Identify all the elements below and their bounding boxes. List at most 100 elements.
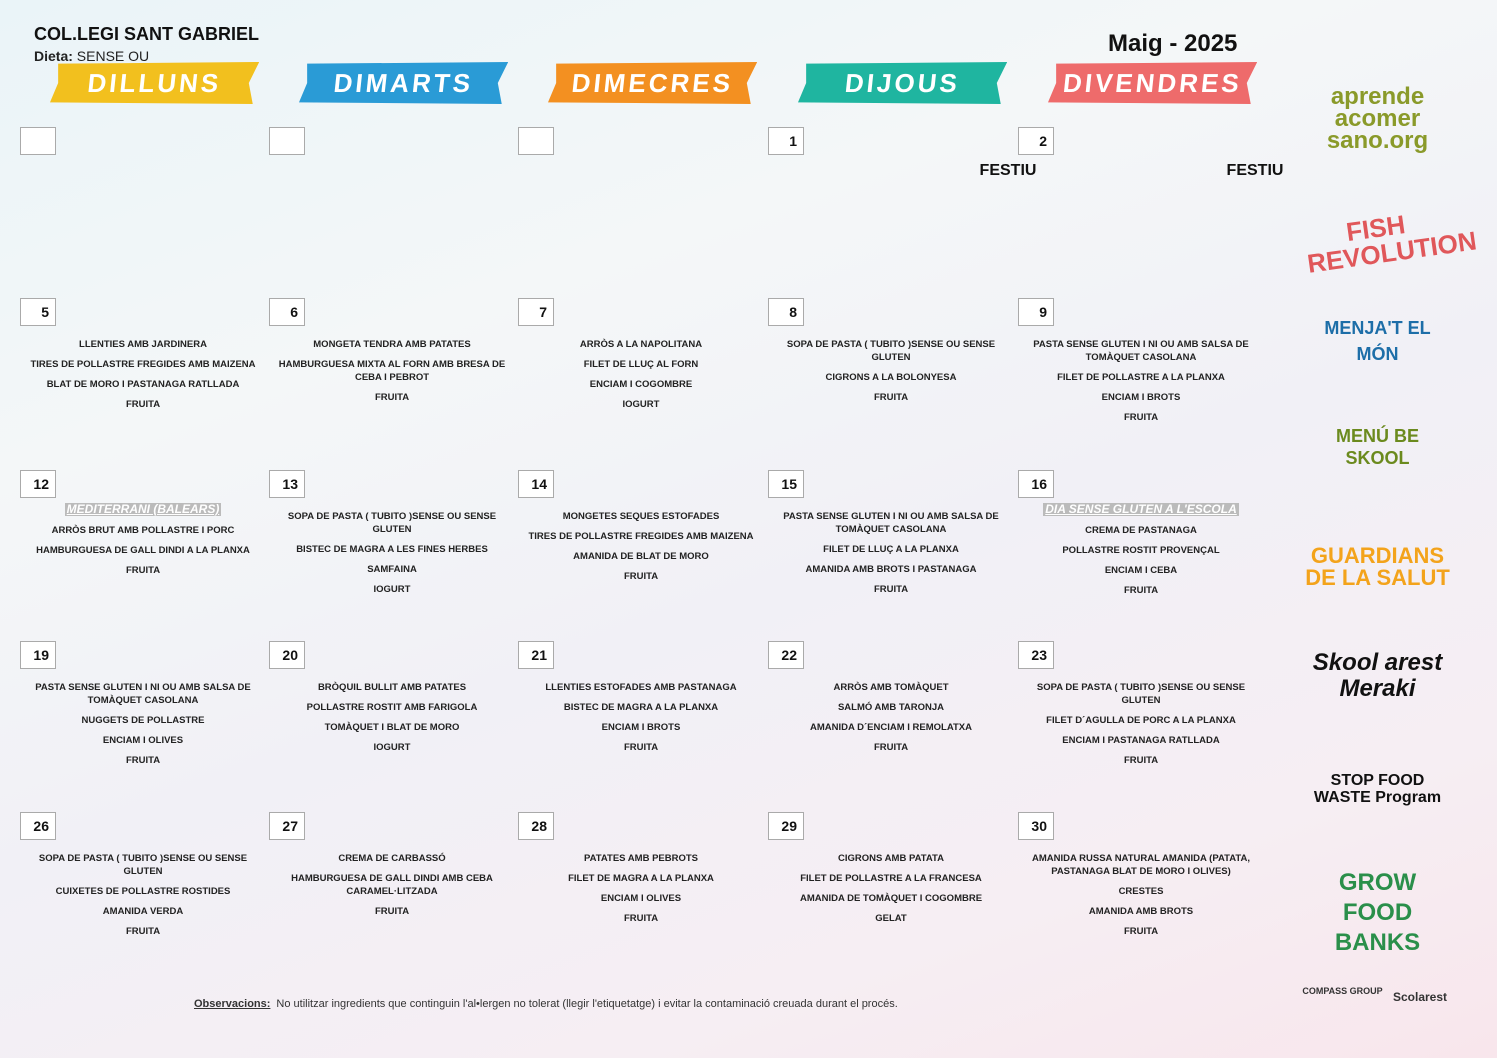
menu-item: AMANIDA D´ENCIAM I REMOLATXA (809, 722, 972, 733)
day-number: 15 (768, 470, 804, 498)
menu-item: SOPA DE PASTA ( TUBITO )SENSE OU SENSE G… (38, 853, 248, 877)
menu-item: MONGETES SEQUES ESTOFADES (562, 511, 720, 522)
empty-day-box (20, 127, 56, 155)
menu-item: FRUITA (623, 742, 659, 753)
menu-item: CREMA DE CARBASSÓ (338, 853, 446, 864)
menu-items: CREMA DE CARBASSÓ HAMBURGUESA DE GALL DIN… (274, 852, 510, 925)
observations-label: Observacions: (194, 998, 271, 1010)
menu-item: SOPA DE PASTA ( TUBITO )SENSE OU SENSE G… (287, 511, 497, 535)
menu-item: CRESTES (1118, 886, 1164, 897)
day-banner: DILLUNS (50, 62, 259, 104)
day-number: 21 (518, 641, 554, 669)
diet-line: Dieta: SENSE OU (34, 48, 149, 64)
menu-item: PASTA SENSE GLUTEN I NI OU AMB SALSA DE … (35, 682, 251, 706)
menu-item: IOGURT (373, 584, 411, 595)
menu-item: FRUITA (374, 392, 410, 403)
day-note: DIA SENSE GLUTEN A L'ESCOLA (1043, 502, 1239, 516)
holiday: FESTIU (979, 162, 1037, 179)
logo: COMPASS GROUP (1302, 986, 1383, 996)
holiday: FESTIU (1226, 162, 1284, 179)
menu-item: FRUITA (1123, 412, 1159, 423)
day-banner: DIJOUS (798, 62, 1007, 104)
menu-item: NUGGETS DE POLLASTRE (81, 715, 205, 726)
menu-item: PASTA SENSE GLUTEN I NI OU AMB SALSA DE … (783, 511, 999, 535)
day-note: MEDITERRANI (BALEARS) (64, 502, 222, 516)
menu-items: LLENTIES AMB JARDINERA TIRES DE POLLASTRE… (25, 338, 261, 418)
menu-item: BLAT DE MORO I PASTANAGA RATLLADA (46, 379, 240, 390)
day-number: 29 (768, 812, 804, 840)
menu-item: CIGRONS AMB PATATA (838, 853, 944, 864)
logo: GUARDIANS DE LA SALUT (1305, 543, 1450, 590)
menu-item: GELAT (875, 913, 907, 924)
menu-items: PASTA SENSE GLUTEN I NI OU AMB SALSA DE … (773, 510, 1009, 603)
school-name: COL.LEGI SANT GABRIEL (34, 24, 259, 44)
empty-day-box (518, 127, 554, 155)
menu-item: SOPA DE PASTA ( TUBITO )SENSE OU SENSE G… (786, 339, 996, 363)
menu-item: SAMFAINA (367, 564, 417, 575)
day-number: 27 (269, 812, 305, 840)
menu-items: BRÒQUIL BULLIT AMB PATATES POLLASTRE ROST… (274, 681, 510, 761)
menu-items: ARRÒS AMB TOMÀQUET SALMÓ AMB TARONJA AMANI… (773, 681, 1009, 761)
menu-item: FILET DE POLLASTRE A LA FRANCESA (800, 873, 982, 884)
menu-item: ENCIAM I OLIVES (600, 893, 682, 904)
menu-item: FRUITA (1123, 755, 1159, 766)
menu-item: FRUITA (1123, 585, 1159, 596)
day-number: 12 (20, 470, 56, 498)
menu-item: ARRÒS AMB TOMÀQUET (833, 682, 949, 693)
menu-items: PASTA SENSE GLUTEN I NI OU AMB SALSA DE … (25, 681, 261, 774)
menu-item: HAMBURGUESA MIXTA AL FORN AMB BRESA DE C… (278, 359, 506, 383)
menu-item: HAMBURGUESA DE GALL DINDI A LA PLANXA (36, 545, 250, 556)
menu-items: MONGETES SEQUES ESTOFADES TIRES DE POLLAS… (523, 510, 759, 590)
menu-item: HAMBURGUESA DE GALL DINDI AMB CEBA CARAM… (291, 873, 493, 897)
logo: Scolarest (1392, 990, 1448, 1004)
menu-items: MONGETA TENDRA AMB PATATES HAMBURGUESA MI… (274, 338, 510, 411)
menu-item: CREMA DE PASTANAGA (1085, 525, 1197, 536)
menu-item: POLLASTRE ROSTIT AMB FARIGOLA (306, 702, 478, 713)
day-number: 22 (768, 641, 804, 669)
day-number: 19 (20, 641, 56, 669)
day-number: 1 (768, 127, 804, 155)
menu-item: ARRÒS BRUT AMB POLLASTRE I PORC (51, 525, 235, 536)
logo: STOP FOOD WASTE Program (1313, 772, 1442, 806)
logo: GROW FOOD BANKS (1334, 869, 1421, 956)
menu-items: SOPA DE PASTA ( TUBITO )SENSE OU SENSE G… (1023, 681, 1259, 774)
menu-items: AMANIDA RUSSA NATURAL AMANIDA (PATATA, P… (1023, 852, 1259, 945)
menu-item: TIRES DE POLLASTRE FREGIDES AMB MAIZENA (30, 359, 256, 370)
day-number: 20 (269, 641, 305, 669)
logo: MENJA'T EL MÓN (1324, 318, 1431, 364)
day-number: 28 (518, 812, 554, 840)
day-banner: DIMECRES (548, 62, 757, 104)
menu-item: SOPA DE PASTA ( TUBITO )SENSE OU SENSE G… (1036, 682, 1246, 706)
note-row: DIA SENSE GLUTEN A L'ESCOLA (1023, 503, 1259, 517)
diet-label: Dieta: (34, 48, 73, 64)
logo: FISH REVOLUTION (1305, 209, 1479, 279)
month: Maig - 2025 (1108, 30, 1238, 57)
menu-item: MONGETA TENDRA AMB PATATES (313, 339, 471, 350)
logo: Skool arest Meraki (1312, 649, 1443, 702)
menu-item: BISTEC DE MAGRA A LES FINES HERBES (296, 544, 488, 555)
menu-items: MEDITERRANI (BALEARS) ARRÒS BRUT AMB POLL… (25, 503, 261, 584)
day-number: 13 (269, 470, 305, 498)
menu-item: ARRÒS A LA NAPOLITANA (579, 339, 703, 350)
menu-item: FRUITA (1123, 926, 1159, 937)
menu-items: DIA SENSE GLUTEN A L'ESCOLA CREMA DE PAST… (1023, 503, 1259, 604)
menu-item: LLENTIES ESTOFADES AMB PASTANAGA (545, 682, 737, 693)
menu-item: CIGRONS A LA BOLONYESA (825, 372, 957, 383)
menu-item: AMANIDA RUSSA NATURAL AMANIDA (PATATA, P… (1032, 853, 1250, 877)
day-number: 26 (20, 812, 56, 840)
menu-item: LLENTIES AMB JARDINERA (79, 339, 207, 350)
menu-item: PASTA SENSE GLUTEN I NI OU AMB SALSA DE … (1033, 339, 1249, 363)
menu-item: IOGURT (622, 399, 660, 410)
day-number: 2 (1018, 127, 1054, 155)
menu-item: FRUITA (623, 571, 659, 582)
menu-items: SOPA DE PASTA ( TUBITO )SENSE OU SENSE G… (274, 510, 510, 603)
menu-item: TIRES DE POLLASTRE FREGIDES AMB MAIZENA (528, 531, 754, 542)
menu-item: FRUITA (623, 913, 659, 924)
menu-item: CUIXETES DE POLLASTRE ROSTIDES (55, 886, 231, 897)
menu-item: AMANIDA VERDA (102, 906, 184, 917)
day-number: 14 (518, 470, 554, 498)
day-number: 7 (518, 298, 554, 326)
menu-item: ENCIAM I BROTS (601, 722, 681, 733)
empty-day-box (269, 127, 305, 155)
menu-item: FRUITA (873, 742, 909, 753)
